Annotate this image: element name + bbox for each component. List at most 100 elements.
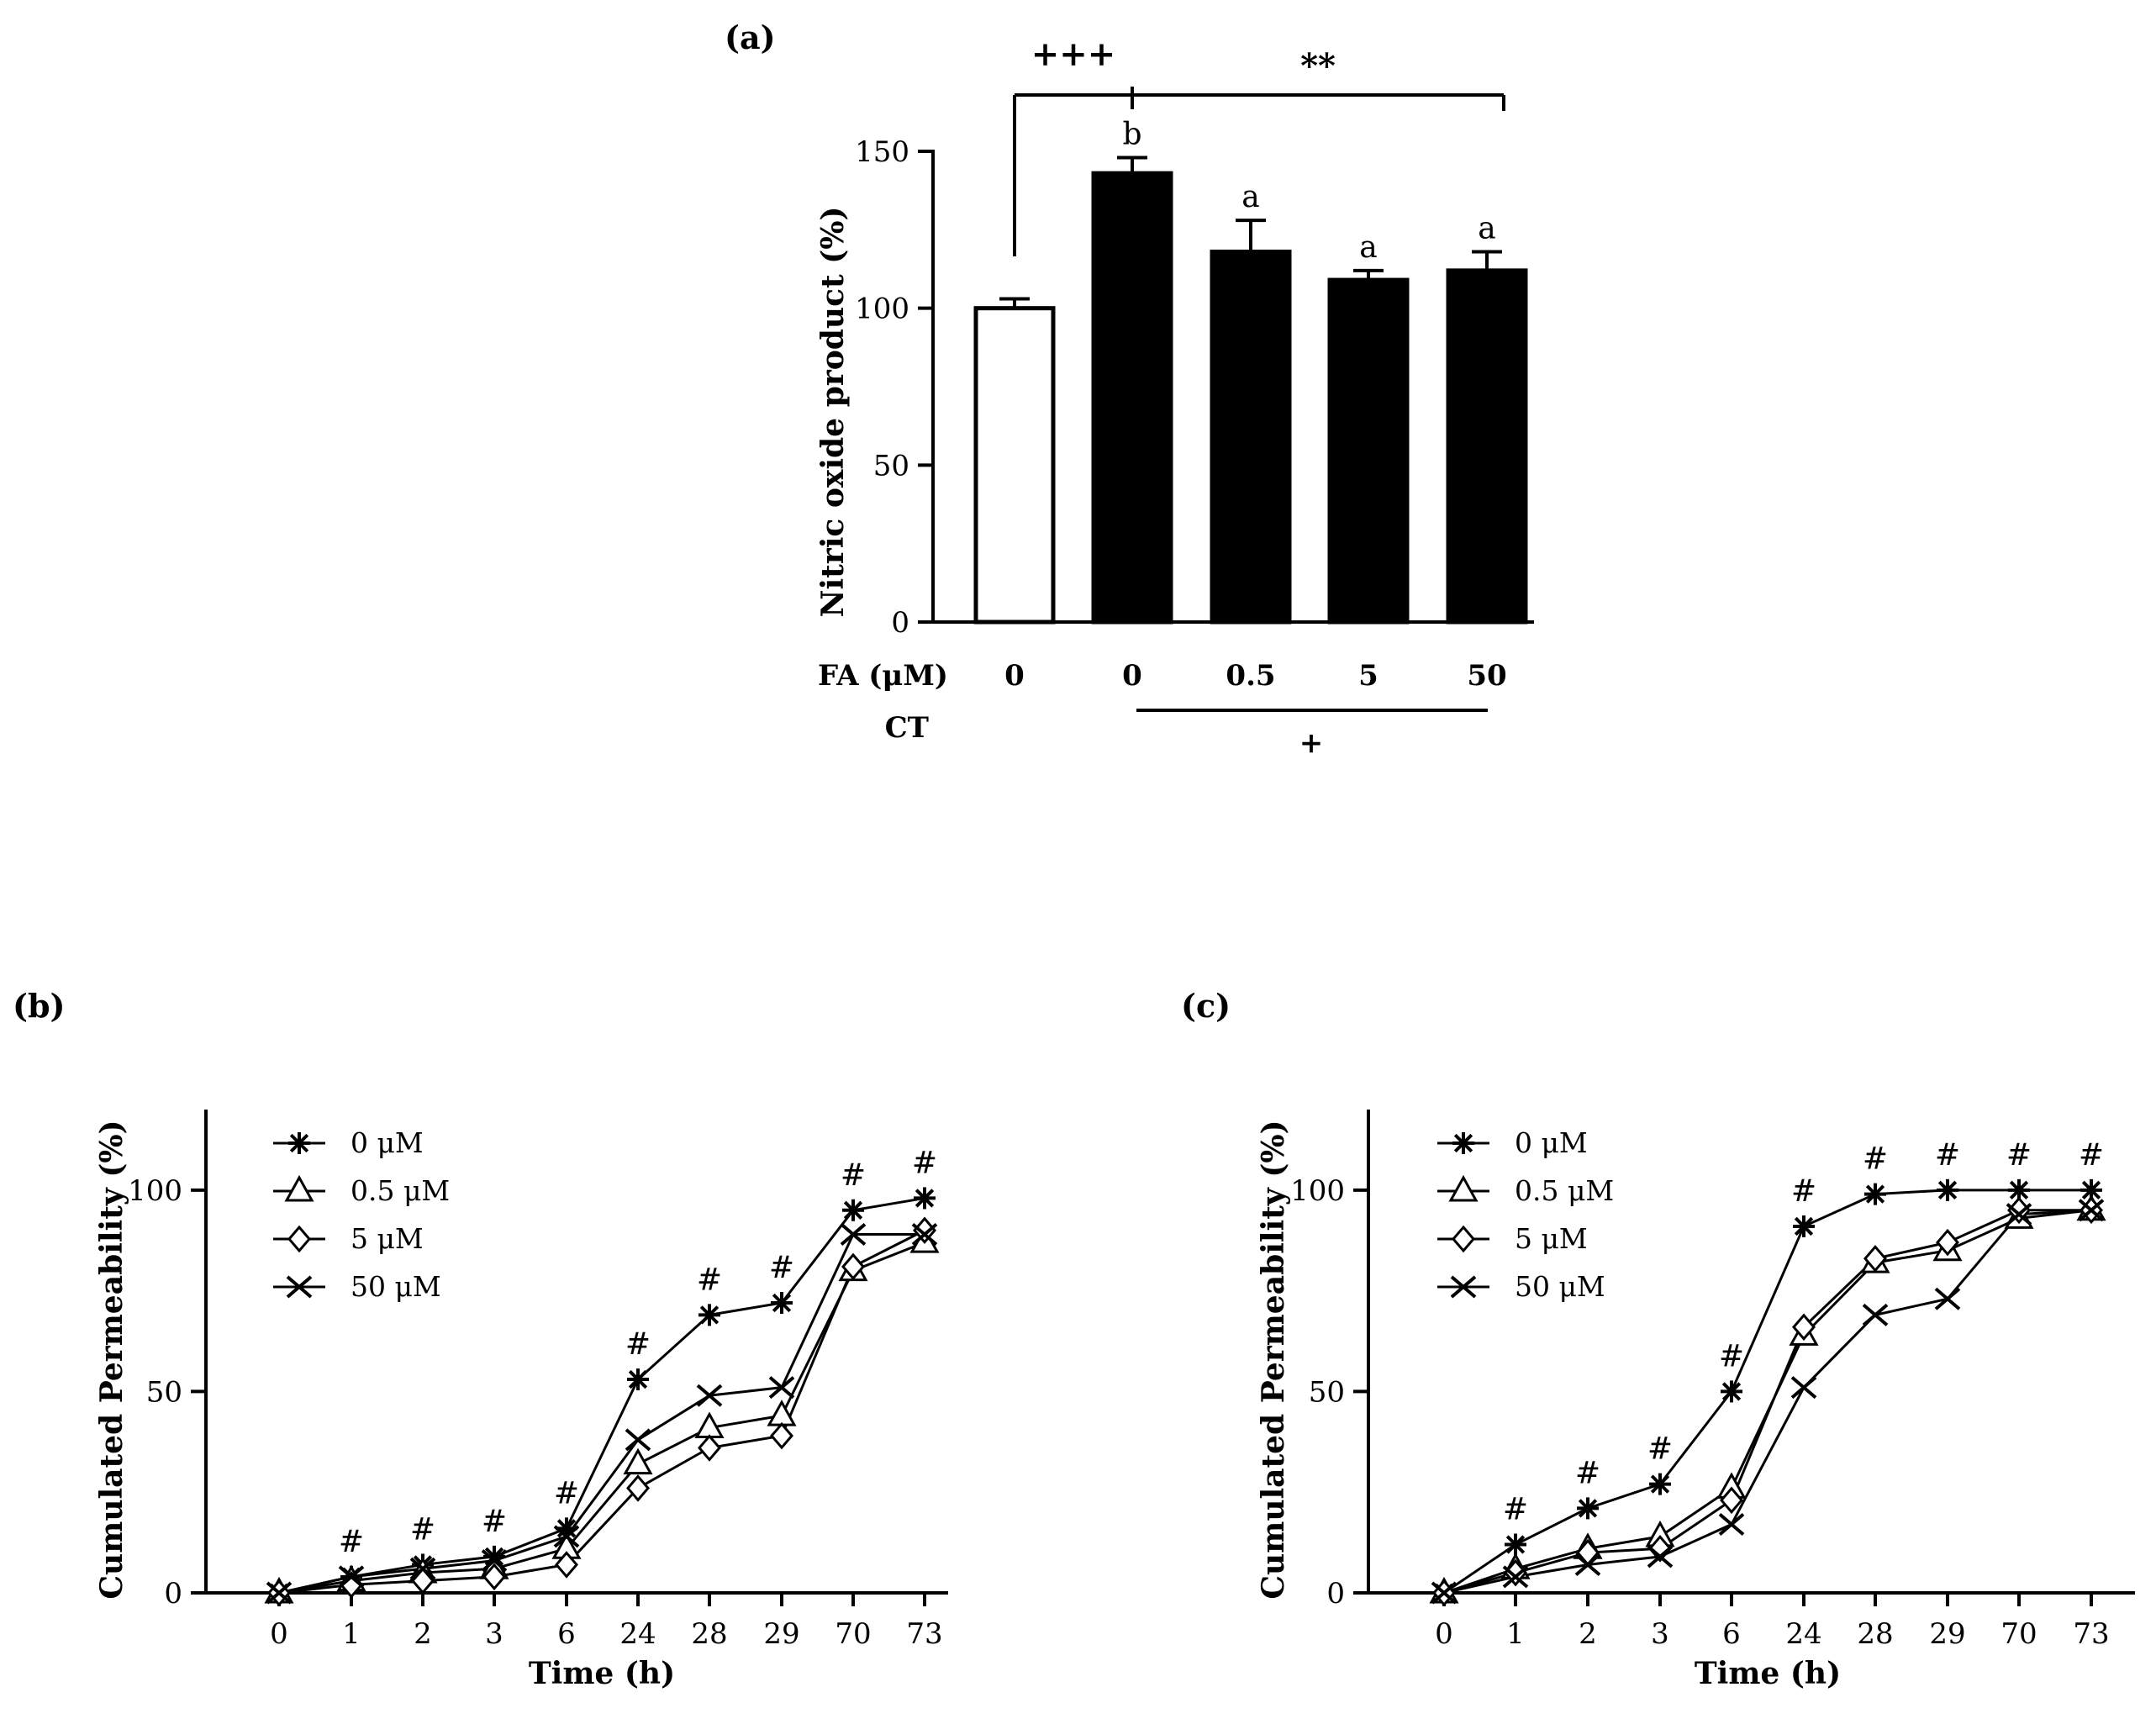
category-label: 0 [1004,659,1025,693]
marker-stroke [1937,1180,1958,1199]
data-point [1934,1287,1961,1310]
y-axis-title: Cumulated Permeability (%) [1256,1120,1291,1599]
y-tick-label: 0 [164,1577,182,1611]
x-tick-label: 29 [1929,1617,1965,1651]
x-tick-label: 0 [270,1617,288,1651]
data-point [553,1525,580,1548]
legend-label: 5 μM [351,1222,424,1255]
x-tick-label: 28 [1857,1617,1893,1651]
data-point [625,1428,651,1452]
significance-right: ** [1300,46,1336,86]
legend-label: 50 μM [351,1270,441,1303]
ct-row-label: CT [885,711,929,745]
legend-marker [287,1225,311,1253]
significance-mark: # [1863,1142,1888,1177]
legend-marker [1452,1132,1474,1154]
data-point [338,1565,365,1589]
legend-marker [1452,1225,1475,1253]
data-point [840,1223,867,1247]
x-tick-label: 70 [2000,1617,2037,1651]
data-point [1647,1545,1674,1568]
category-label: 0.5 [1226,659,1275,693]
significance-mark: # [769,1251,794,1285]
data-point [1721,1380,1742,1403]
marker-stroke [1865,1184,1885,1204]
data-point [842,1199,864,1221]
y-tick-label: 150 [855,135,909,169]
x-tick-label: 28 [691,1617,727,1651]
x-tick-label: 24 [619,1617,656,1651]
marker-stroke [1453,1133,1473,1153]
data-point [555,1551,578,1579]
data-point [2078,1199,2105,1222]
bar-letter: a [1478,211,1495,245]
marker-stroke [409,1557,436,1580]
marker-stroke [553,1525,580,1548]
marker-stroke [338,1565,365,1589]
data-point [409,1557,436,1580]
y-tick-label: 50 [146,1375,182,1409]
data-point [626,1474,650,1502]
ct-sign: + [1299,726,1324,760]
x-tick-label: 24 [1785,1617,1821,1651]
x-tick-label: 1 [342,1617,361,1651]
data-point [482,1563,506,1591]
legend-label: 0.5 μM [351,1174,450,1207]
marker-stroke [1574,1553,1601,1576]
legend-label: 0 μM [1515,1126,1588,1159]
data-point [623,1447,653,1475]
significance-mark: # [2006,1138,2032,1173]
marker-stroke [915,1189,935,1208]
y-axis-title: Cumulated Permeability (%) [94,1120,129,1599]
significance-mark: # [410,1512,435,1547]
series-line [278,1229,925,1595]
marker-stroke [1647,1545,1674,1568]
marker-stroke [843,1200,863,1220]
significance-mark: # [1791,1174,1816,1209]
x-axis-title: Time (h) [1695,1656,1841,1691]
y-tick-label: 0 [891,606,909,640]
marker-stroke [911,1223,938,1247]
marker-stroke [1794,1216,1814,1236]
data-point [770,1421,793,1450]
y-tick-label: 100 [855,293,909,326]
marker-stroke [1578,1499,1598,1518]
data-point [1574,1553,1601,1576]
category-label: 50 [1467,659,1506,693]
marker-stroke [625,1428,651,1452]
x-axis-title: Time (h) [529,1656,675,1691]
y-axis-title: Nitric oxide product (%) [815,207,851,618]
y-tick-label: 0 [1326,1577,1345,1611]
x-tick-label: 73 [906,1617,942,1651]
data-point [1502,1565,1529,1589]
significance-mark: # [1719,1339,1744,1373]
x-tick-label: 2 [414,1617,432,1651]
significance-mark: # [912,1146,937,1180]
marker-stroke [1450,1275,1477,1299]
bar-letter: a [1241,180,1259,214]
bar [1210,249,1292,625]
data-point [1937,1178,1958,1201]
data-point [481,1549,508,1573]
marker-stroke [1431,1581,1458,1605]
significance-mark: # [1935,1138,1960,1173]
bar-letter: b [1122,117,1141,151]
x-tick-label: 70 [835,1617,871,1651]
marker-stroke [628,1369,648,1389]
legend-label: 50 μM [1515,1270,1605,1303]
series-line [1443,1189,2091,1595]
series-line [1443,1209,2092,1595]
data-point [914,1187,936,1210]
chart-c-permeability: (c) 0 50 100 0 1 2 3 6 24 28 29 70 73 Time (h) Cumulate… [1181,987,2135,1691]
data-point [1505,1533,1526,1556]
legend-marker [286,1275,313,1299]
data-point [768,1376,795,1400]
series-line [1443,1209,2092,1595]
data-point [911,1223,938,1247]
y-tick-label: 50 [1309,1375,1345,1409]
data-point [1431,1581,1458,1605]
data-point [1792,1313,1816,1342]
legend-label: 5 μM [1515,1222,1588,1255]
x-tick-label: 29 [763,1617,799,1651]
marker-stroke [772,1293,792,1313]
